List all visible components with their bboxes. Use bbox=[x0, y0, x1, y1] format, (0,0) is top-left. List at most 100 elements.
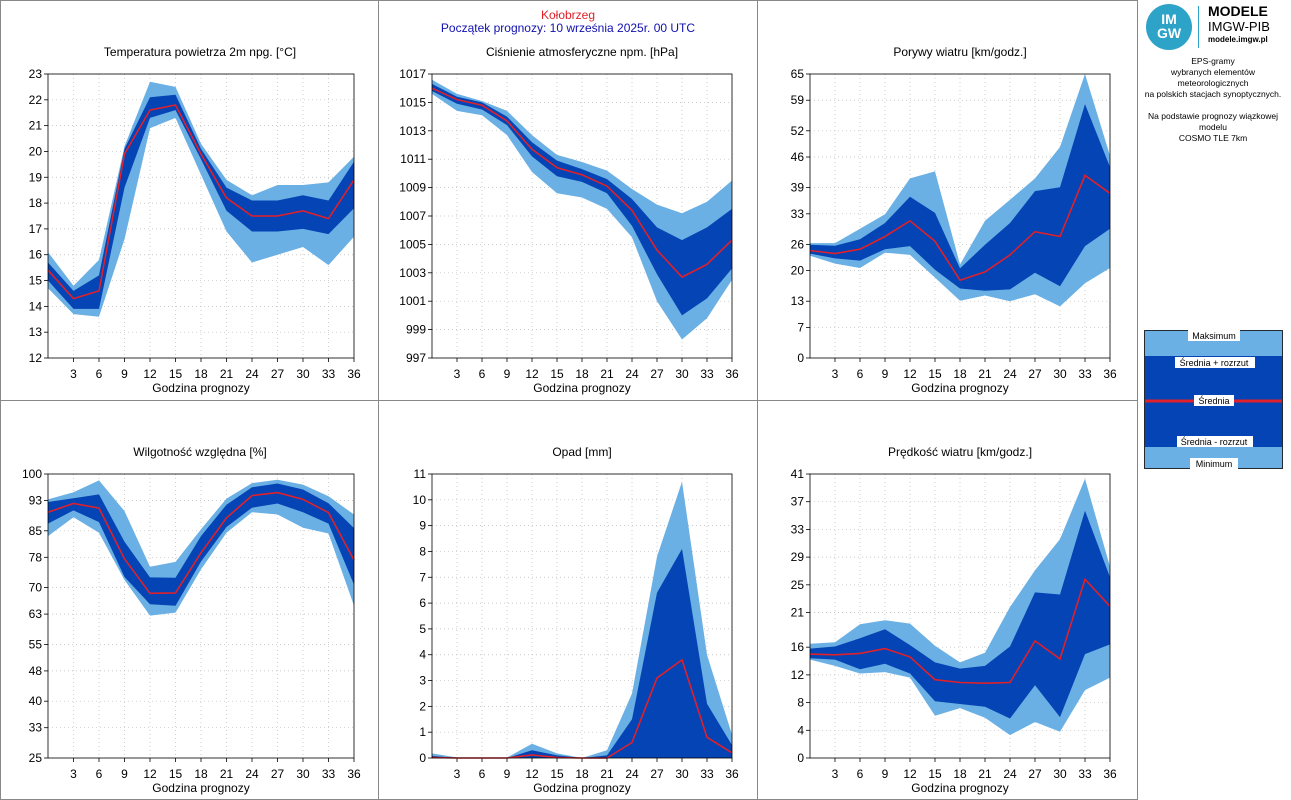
x-tick-label: 6 bbox=[857, 367, 864, 381]
x-tick-label: 27 bbox=[650, 767, 664, 781]
x-tick-label: 9 bbox=[504, 367, 511, 381]
y-tick-label: 15 bbox=[29, 274, 43, 288]
y-tick-label: 14 bbox=[29, 299, 43, 313]
inner-band-spread bbox=[432, 548, 732, 758]
y-tick-label: 25 bbox=[791, 578, 805, 592]
x-tick-label: 21 bbox=[978, 367, 992, 381]
x-axis-label: Godzina prognozy bbox=[152, 381, 249, 395]
x-tick-label: 27 bbox=[1028, 767, 1042, 781]
y-tick-label: 19 bbox=[29, 170, 43, 184]
y-tick-label: 1 bbox=[419, 725, 426, 739]
y-tick-label: 93 bbox=[29, 494, 43, 508]
y-tick-label: 63 bbox=[29, 607, 43, 621]
x-axis-label: Godzina prognozy bbox=[911, 381, 1008, 395]
x-tick-label: 24 bbox=[625, 367, 639, 381]
y-tick-label: 11 bbox=[414, 467, 427, 481]
y-tick-label: 25 bbox=[29, 751, 43, 765]
x-tick-label: 33 bbox=[700, 767, 714, 781]
legend-mean: Średnia bbox=[1198, 395, 1229, 406]
imgw-logo-circle: IM GW bbox=[1146, 4, 1192, 50]
x-tick-label: 15 bbox=[928, 767, 942, 781]
plot-frame bbox=[431, 73, 733, 359]
x-tick-label: 18 bbox=[953, 767, 967, 781]
y-tick-label: 16 bbox=[29, 248, 43, 262]
x-tick-label: 24 bbox=[245, 367, 259, 381]
x-tick-label: 12 bbox=[143, 367, 157, 381]
x-tick-label: 21 bbox=[600, 367, 614, 381]
y-tick-label: 13 bbox=[29, 325, 43, 339]
y-tick-label: 13 bbox=[791, 294, 805, 308]
y-tick-label: 1001 bbox=[399, 294, 426, 308]
y-tick-label: 16 bbox=[791, 640, 805, 654]
y-tick-label: 55 bbox=[29, 637, 43, 651]
y-tick-label: 23 bbox=[29, 67, 43, 81]
legend-min: Minimum bbox=[1196, 459, 1233, 469]
logo-url: modele.imgw.pl bbox=[1208, 35, 1268, 44]
x-tick-label: 27 bbox=[271, 367, 285, 381]
inner-band-spread bbox=[48, 483, 354, 606]
logo-divider bbox=[1198, 6, 1199, 48]
x-tick-label: 18 bbox=[575, 367, 589, 381]
y-tick-label: 70 bbox=[29, 581, 43, 595]
y-tick-label: 78 bbox=[29, 550, 43, 564]
x-tick-label: 15 bbox=[169, 367, 183, 381]
y-tick-label: 3 bbox=[419, 674, 426, 688]
chart-1: Temperatura powietrza 2m npg. [°C] 12 13 14… bbox=[29, 45, 361, 395]
y-tick-label: 6 bbox=[419, 596, 426, 610]
y-tick-label: 2 bbox=[419, 699, 426, 713]
y-tick-label: 48 bbox=[29, 664, 43, 678]
x-tick-label: 30 bbox=[296, 767, 310, 781]
info-line-4: Na podstawie prognozy wiązkowej modelu bbox=[1148, 111, 1278, 132]
info-line-1: EPS-gramy bbox=[1191, 56, 1235, 66]
x-tick-label: 36 bbox=[347, 767, 361, 781]
y-tick-label: 33 bbox=[29, 721, 43, 735]
plot-frame bbox=[47, 73, 355, 359]
y-tick-label: 4 bbox=[419, 648, 426, 662]
x-tick-label: 9 bbox=[504, 767, 511, 781]
x-tick-label: 6 bbox=[857, 767, 864, 781]
x-axis-label: Godzina prognozy bbox=[533, 781, 630, 795]
x-tick-label: 15 bbox=[550, 367, 564, 381]
y-tick-label: 1011 bbox=[400, 152, 426, 166]
y-tick-label: 21 bbox=[29, 119, 43, 133]
x-tick-label: 24 bbox=[1003, 367, 1017, 381]
x-tick-label: 6 bbox=[96, 367, 103, 381]
logo-org: IMGW-PIB bbox=[1208, 19, 1270, 34]
y-tick-label: 37 bbox=[791, 495, 805, 509]
x-axis-label: Godzina prognozy bbox=[911, 781, 1008, 795]
x-tick-label: 12 bbox=[143, 767, 157, 781]
y-tick-label: 9 bbox=[419, 519, 426, 533]
x-tick-label: 21 bbox=[978, 767, 992, 781]
chart-title: Ciśnienie atmosferyczne npm. [hPa] bbox=[486, 45, 678, 59]
x-tick-label: 15 bbox=[928, 367, 942, 381]
legend: Maksimum Średnia + rozrzut Średnia Średn… bbox=[1144, 330, 1283, 469]
y-tick-label: 1015 bbox=[399, 95, 426, 109]
mean-line bbox=[47, 104, 355, 300]
x-tick-label: 33 bbox=[1078, 767, 1092, 781]
x-tick-label: 12 bbox=[903, 767, 917, 781]
y-tick-label: 29 bbox=[791, 550, 805, 564]
logo-circle-top: IM bbox=[1161, 11, 1177, 27]
x-tick-label: 36 bbox=[725, 767, 739, 781]
y-tick-label: 10 bbox=[413, 493, 427, 507]
plot-frame bbox=[809, 73, 1111, 359]
chart-4: Wilgotność względna [%]25334048556370788… bbox=[22, 445, 361, 795]
station-title: Kołobrzeg bbox=[541, 8, 595, 22]
x-tick-label: 30 bbox=[1053, 367, 1067, 381]
x-tick-label: 21 bbox=[220, 367, 234, 381]
plot-frame bbox=[431, 473, 733, 759]
y-tick-label: 4 bbox=[797, 723, 804, 737]
x-axis-label: Godzina prognozy bbox=[152, 781, 249, 795]
x-tick-label: 3 bbox=[70, 367, 77, 381]
y-tick-label: 39 bbox=[791, 181, 805, 195]
x-tick-label: 3 bbox=[70, 767, 77, 781]
y-tick-label: 12 bbox=[29, 351, 43, 365]
chart-title: Wilgotność względna [%] bbox=[133, 445, 266, 459]
y-tick-label: 8 bbox=[797, 696, 804, 710]
x-tick-label: 30 bbox=[1053, 767, 1067, 781]
y-tick-label: 46 bbox=[791, 150, 805, 164]
chart-3: Porywy wiatru [km/godz.]0713202633394652… bbox=[791, 45, 1117, 395]
y-tick-label: 65 bbox=[791, 67, 805, 81]
x-tick-label: 12 bbox=[525, 767, 539, 781]
